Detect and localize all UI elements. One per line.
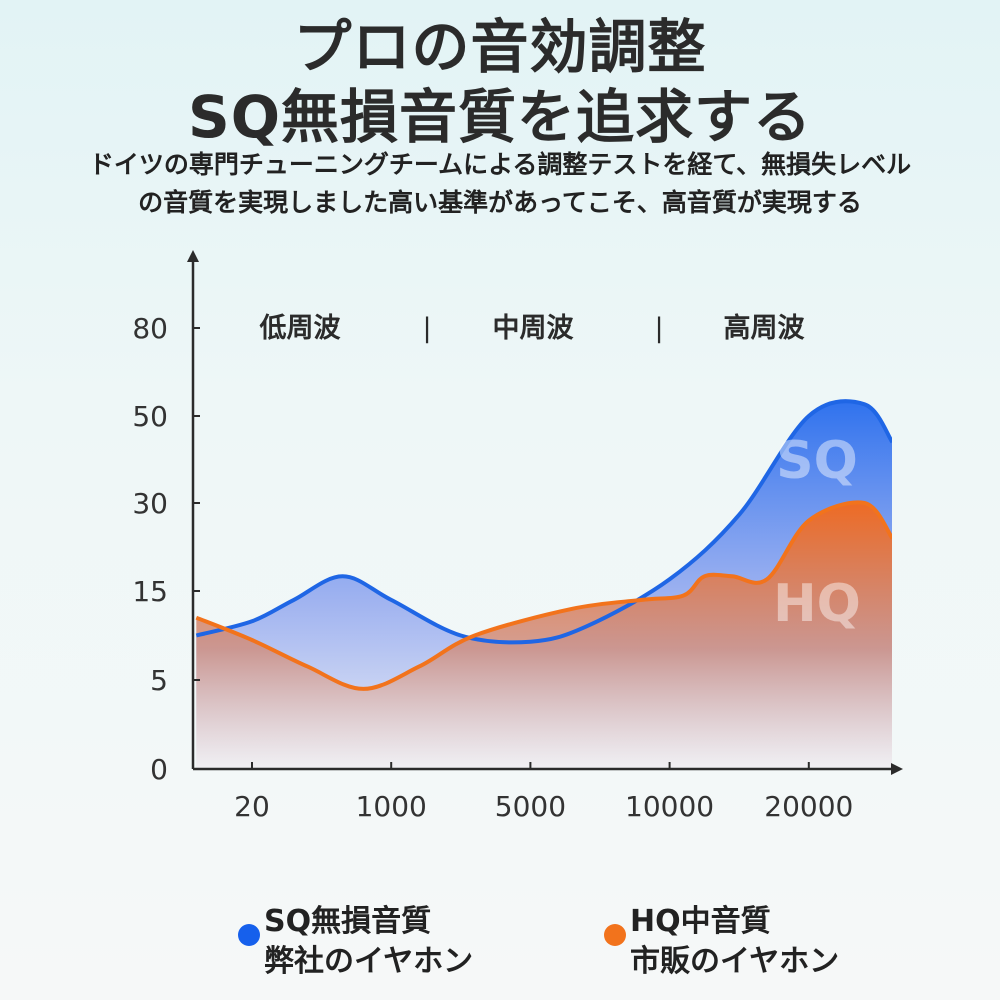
legend-dot-sq [238,924,260,946]
legend-sublabel-hq: 市販のイヤホン [630,944,840,979]
y-tick-label: 0 [150,753,168,786]
title-line-2: SQ無損音質を追求する [187,83,813,151]
series-area-hq [196,502,892,769]
x-tick-label: 1000 [356,790,427,823]
subtitle-line-1: ドイツの専門チューニングチームによる調整テストを経て、無損失レベル [88,150,912,179]
y-tick-label: 30 [132,487,168,520]
y-tick-label: 50 [132,400,168,433]
series-line-hq [195,500,892,691]
legend-label-hq: HQ中音質 [630,904,771,939]
title-line-1: プロの音効調整 [293,13,707,81]
y-axis-arrow [187,250,199,262]
x-tick-label: 20000 [764,790,853,823]
band-separator: | [654,313,663,344]
x-axis-arrow [891,763,903,775]
band-label: 高周波 [724,312,806,344]
series-label-hq: HQ [773,574,861,634]
y-tick-label: 15 [132,575,168,608]
series-line-sq [195,399,892,645]
legend-sublabel-sq: 弊社のイヤホン [264,944,474,979]
y-tick-label: 5 [150,664,168,697]
band-label: 中周波 [493,313,575,344]
y-tick-label: 80 [132,312,168,345]
subtitle-line-2: の音質を実現しました高い基準があってこそ、高音質が実現する [138,188,862,217]
band-label: 低周波 [259,313,342,344]
x-tick-label: 5000 [495,790,566,823]
band-separator: | [422,313,431,344]
x-tick-label: 10000 [625,790,714,823]
legend-label-sq: SQ無損音質 [264,904,432,939]
series-label-sq: SQ [776,431,858,491]
x-tick-label: 20 [234,790,270,823]
legend-dot-hq [604,924,626,946]
